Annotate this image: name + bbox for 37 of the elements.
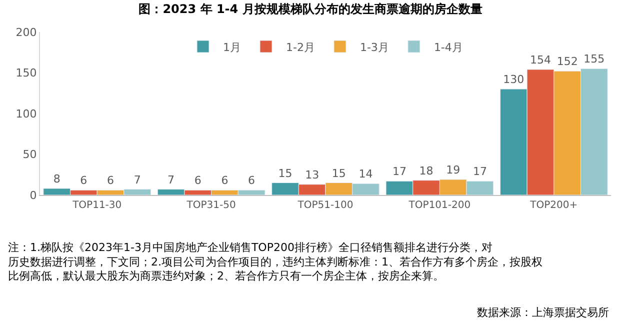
data-label: 7 xyxy=(168,173,175,186)
data-label: 13 xyxy=(305,168,320,182)
legend-label: 1-2月 xyxy=(286,40,315,54)
data-label: 6 xyxy=(194,174,202,188)
data-label: 130 xyxy=(503,73,524,86)
data-label: 8 xyxy=(53,172,60,186)
data-label: 17 xyxy=(392,165,406,178)
data-label: 152 xyxy=(556,55,578,68)
data-label: 17 xyxy=(472,165,487,178)
x-tick-label: TOP51-100 xyxy=(296,200,354,211)
y-tick-label: 100 xyxy=(16,107,37,120)
data-label: 7 xyxy=(134,173,141,186)
chart-title: 图：2023 年 1-4 月按规模梯队分布的发生商票逾期的房企数量 xyxy=(138,2,482,16)
x-tick-label: TOP11-30 xyxy=(72,200,122,211)
y-tick-label: 50 xyxy=(22,148,37,162)
data-label: 14 xyxy=(358,168,373,181)
legend-label: 1-3月 xyxy=(360,40,389,54)
data-label: 6 xyxy=(80,174,88,188)
data-label: 6 xyxy=(248,174,256,188)
data-label: 15 xyxy=(278,166,292,180)
x-tick-label: TOP200+ xyxy=(529,200,578,211)
x-tick-label: TOP101-200 xyxy=(408,200,471,211)
data-label: 6 xyxy=(221,174,228,188)
y-tick-label: 150 xyxy=(16,66,37,80)
data-label: 154 xyxy=(530,53,551,66)
data-label: 19 xyxy=(446,164,460,177)
y-tick-label: 0 xyxy=(30,188,37,202)
x-tick-label: TOP31-50 xyxy=(186,200,236,211)
data-label: 18 xyxy=(419,164,434,178)
data-label: 155 xyxy=(584,52,605,66)
data-label: 15 xyxy=(332,166,346,180)
text: 注：1.梯队按《2023年1-3月中国房地产企业销售TOP200排行榜》全口径销售额排名进行分类，对历史数据进行调整，下文同；2.项目公司为合作项目的，违约主体判断标准：1、若合作方有多个房企，按股权比例高低，默认最大股东为商票违约对象；2、若合作方只有一个房企主体，按房企来算。 xyxy=(8,241,542,283)
legend-label: 1-4月 xyxy=(434,40,463,54)
source-note: 数据来源：上海票据交易所 xyxy=(477,306,609,319)
y-tick-label: 200 xyxy=(16,26,37,39)
legend-label: 1月 xyxy=(223,40,241,54)
data-label: 6 xyxy=(107,174,114,188)
